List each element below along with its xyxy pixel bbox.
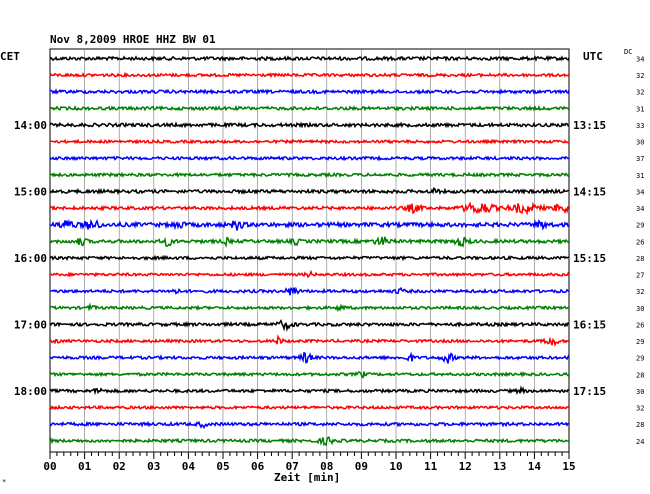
left-time-label: 14:00: [14, 119, 47, 132]
left-time-label: 15:00: [14, 185, 47, 198]
x-axis-label: Zeit [min]: [274, 471, 341, 484]
seismic-trace: [49, 55, 570, 63]
seismic-trace: [49, 420, 570, 430]
left-timezone-label: CET: [0, 50, 20, 63]
seismic-trace: [49, 138, 570, 145]
dc-offset-label: 26: [636, 238, 644, 246]
seismic-trace: [49, 71, 570, 79]
dc-offset-label: 29: [636, 338, 644, 346]
seismic-trace: [49, 302, 570, 313]
dc-offset-label: 37: [636, 155, 644, 163]
seismic-trace: [49, 371, 570, 379]
dc-offset-label: 29: [636, 222, 644, 230]
right-time-label: 13:15: [573, 119, 606, 132]
x-tick-label: 03: [147, 460, 160, 473]
right-time-label: 16:15: [573, 318, 606, 331]
seismic-trace: [49, 404, 570, 411]
seismic-trace: [49, 218, 570, 231]
dc-offset-label: 34: [636, 188, 644, 196]
seismic-trace: [49, 319, 570, 333]
x-tick-label: 10: [389, 460, 402, 473]
x-tick-label: 12: [459, 460, 472, 473]
x-tick-label: 01: [78, 460, 92, 473]
seismic-trace: [49, 121, 569, 129]
corner-mark: *: [2, 478, 7, 486]
seismic-trace: [49, 254, 570, 262]
x-tick-label: 05: [216, 460, 229, 473]
dc-offset-label: 27: [636, 272, 644, 280]
seismic-trace: [49, 351, 570, 364]
x-tick-label: 09: [355, 460, 368, 473]
seismic-trace: [49, 171, 570, 179]
x-tick-label: 08: [320, 460, 333, 473]
x-tick-label: 14: [528, 460, 542, 473]
chart-title: Nov 8,2009 HROE HHZ BW 01: [50, 33, 216, 46]
right-time-label: 17:15: [573, 385, 606, 398]
dc-offset-label: 34: [636, 56, 644, 64]
dc-offset-label: 28: [636, 255, 644, 263]
dc-offset-label: 30: [636, 388, 644, 396]
seismic-trace: [49, 201, 570, 216]
dc-offset-label: 30: [636, 305, 644, 313]
seismic-trace: [49, 186, 570, 196]
seismic-trace: [49, 104, 570, 112]
x-tick-label: 02: [113, 460, 126, 473]
seismic-trace: [49, 88, 570, 96]
x-tick-label: 15: [562, 460, 575, 473]
dc-offset-label: 26: [636, 321, 644, 329]
left-time-label: 16:00: [14, 252, 47, 265]
dc-offset-label: 33: [636, 122, 644, 130]
x-tick-label: 04: [182, 460, 196, 473]
seismic-trace: [49, 385, 570, 396]
dc-offset-label: 32: [636, 288, 644, 296]
seismic-trace: [49, 286, 570, 296]
dc-offset-label: 32: [636, 405, 644, 413]
right-timezone-label: UTC: [583, 50, 603, 63]
x-tick-label: 11: [424, 460, 438, 473]
dc-offset-label: 32: [636, 89, 644, 97]
left-time-label: 17:00: [14, 318, 47, 331]
dc-offset-label: 32: [636, 72, 644, 80]
x-tick-label: 13: [493, 460, 506, 473]
seismic-trace: [49, 236, 570, 248]
right-time-label: 14:15: [573, 185, 606, 198]
x-tick-label: 00: [43, 460, 56, 473]
seismic-trace: [49, 436, 570, 447]
dc-offset-label: 31: [636, 105, 644, 113]
dc-offset-label: 24: [636, 438, 644, 446]
left-time-label: 18:00: [14, 385, 47, 398]
dc-offset-label: 30: [636, 139, 644, 147]
seismic-trace: [49, 154, 570, 162]
seismic-trace: [49, 269, 570, 279]
x-tick-label: 06: [251, 460, 265, 473]
dc-offset-label: 29: [636, 355, 644, 363]
dc-column-label: DC: [624, 48, 633, 56]
dc-offset-label: 28: [636, 421, 644, 429]
dc-offset-label: 31: [636, 172, 644, 180]
dc-offset-label: 34: [636, 205, 644, 213]
x-tick-label: 07: [286, 460, 299, 473]
plot-frame: [49, 48, 570, 453]
dc-offset-label: 28: [636, 371, 644, 379]
seismic-trace: [49, 334, 570, 347]
right-time-label: 15:15: [573, 252, 606, 265]
